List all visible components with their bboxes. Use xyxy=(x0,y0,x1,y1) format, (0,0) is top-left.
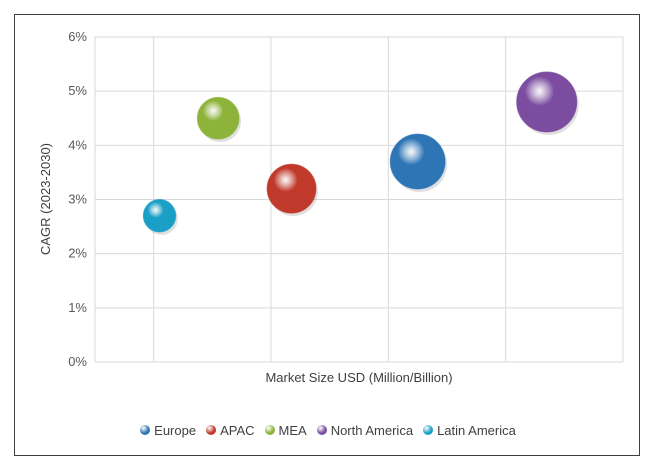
legend-marker xyxy=(140,425,151,435)
legend-label: MEA xyxy=(278,422,307,438)
y-tick-label: 1% xyxy=(68,300,87,315)
y-axis-label: CAGR (2023-2030) xyxy=(38,143,53,255)
legend-label: Europe xyxy=(154,422,197,438)
y-tick-label: 6% xyxy=(68,29,87,44)
legend-item: Latin America xyxy=(423,423,516,438)
y-tick-label: 4% xyxy=(68,137,87,152)
bubble-north-america xyxy=(516,71,578,133)
legend-marker xyxy=(264,425,275,435)
legend-label: APAC xyxy=(220,422,255,438)
legend-item: North America xyxy=(316,422,414,438)
x-axis-label: Market Size USD (Million/Billion) xyxy=(265,370,452,385)
legend-label: North America xyxy=(330,422,414,438)
legend-marker xyxy=(423,425,434,435)
bubble-europe xyxy=(389,133,446,190)
legend-item: Europe xyxy=(140,423,196,438)
legend: Europe APAC MEA North America Latin America xyxy=(0,420,656,440)
bubble-chart: 0% 1% 2% 3% 4% 5% 6% CAGR (2023-2030) Market S… xyxy=(38,29,624,385)
legend-item: MEA xyxy=(264,422,307,438)
legend-marker xyxy=(206,425,217,435)
bubble-apac xyxy=(266,163,317,214)
bubble-latin-america xyxy=(142,199,177,233)
y-tick-label: 0% xyxy=(68,354,87,369)
y-tick-label: 5% xyxy=(68,83,87,98)
legend-marker xyxy=(316,425,327,435)
bubble-mea xyxy=(196,96,240,140)
y-tick-label: 3% xyxy=(68,192,87,207)
y-tick-label: 2% xyxy=(68,246,87,261)
legend-item: APAC xyxy=(206,422,255,438)
legend-label: Latin America xyxy=(437,422,516,438)
